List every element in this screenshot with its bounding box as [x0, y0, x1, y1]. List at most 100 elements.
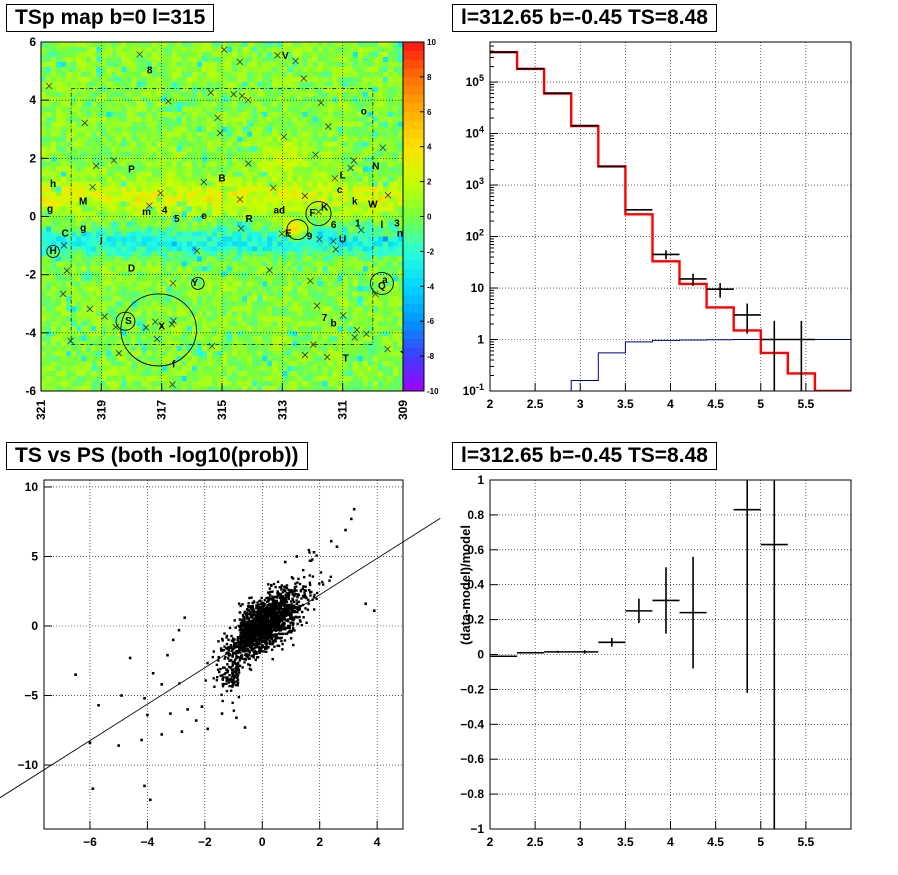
- heatmap-cell: [232, 86, 238, 93]
- heatmap-cell: [96, 131, 102, 138]
- heatmap-cell: [392, 106, 399, 113]
- heatmap-cell: [267, 306, 273, 312]
- heatmap-cell: [397, 196, 404, 202]
- heatmap-cell: [96, 316, 102, 322]
- heatmap-cell: [392, 111, 399, 118]
- heatmap-cell: [66, 131, 72, 138]
- heatmap-cell: [146, 126, 153, 133]
- heatmap-cell: [237, 286, 243, 292]
- heatmap-cell: [382, 196, 389, 202]
- heatmap-cell: [146, 161, 153, 168]
- heatmap-cell: [101, 176, 107, 182]
- heatmap-cell: [267, 156, 273, 163]
- heatmap-cell: [191, 361, 198, 367]
- heatmap-cell: [56, 236, 62, 242]
- heatmap-cell: [237, 321, 243, 327]
- heatmap-cell: [367, 316, 374, 322]
- heatmap-cell: [111, 71, 117, 78]
- heatmap-cell: [312, 96, 318, 103]
- heatmap-cell: [337, 161, 344, 168]
- heatmap-cell: [307, 66, 313, 73]
- heatmap-cell: [131, 226, 137, 232]
- heatmap-cell: [181, 141, 188, 148]
- heatmap-cell: [51, 211, 57, 217]
- heatmap-cell: [141, 76, 147, 83]
- heatmap-cell: [352, 231, 359, 237]
- heatmap-cell: [292, 301, 298, 307]
- heatmap-cell: [41, 106, 47, 113]
- heatmap-cell: [131, 251, 137, 257]
- heatmap-cell: [166, 141, 173, 148]
- heatmap-cell: [342, 42, 349, 48]
- heatmap-cell: [106, 336, 112, 342]
- heatmap-cell: [312, 276, 318, 282]
- heatmap-cell: [317, 196, 323, 202]
- heatmap-cell: [307, 156, 313, 163]
- heatmap-cell: [91, 111, 97, 118]
- heatmap-cell: [81, 336, 87, 342]
- heatmap-cell: [101, 281, 107, 287]
- heatmap-cell: [287, 366, 293, 372]
- heatmap-cell: [287, 171, 293, 178]
- heatmap-cell: [282, 166, 288, 173]
- heatmap-cell: [272, 146, 278, 153]
- heatmap-cell: [161, 51, 168, 58]
- heatmap-cell: [121, 341, 127, 347]
- heatmap-cell: [181, 186, 188, 192]
- heatmap-cell: [327, 46, 334, 53]
- heatmap-cell: [111, 276, 117, 282]
- heatmap-cell: [186, 46, 193, 53]
- heatmap-cell: [56, 276, 62, 282]
- heatmap-cell: [46, 256, 52, 262]
- heatmap-cell: [81, 306, 87, 312]
- heatmap-cell: [171, 316, 178, 322]
- heatmap-cell: [277, 246, 283, 252]
- heatmap-cell: [377, 236, 384, 242]
- heatmap-cell: [76, 76, 82, 83]
- heatmap-cell: [86, 361, 92, 367]
- heatmap-cell: [377, 231, 384, 237]
- heatmap-cell: [206, 101, 213, 108]
- heatmap-cell: [252, 366, 258, 372]
- heatmap-cell: [86, 261, 92, 267]
- heatmap-cell: [227, 351, 233, 357]
- heatmap-cell: [121, 291, 127, 297]
- heatmap-cell: [352, 116, 359, 123]
- heatmap-cell: [317, 121, 323, 128]
- heatmap-cell: [277, 241, 283, 247]
- heatmap-cell: [307, 236, 313, 242]
- heatmap-cell: [287, 146, 293, 153]
- heatmap-cell: [191, 291, 198, 297]
- heatmap-cell: [392, 376, 399, 382]
- heatmap-cell: [387, 51, 394, 58]
- heatmap-cell: [352, 246, 359, 252]
- heatmap-cell: [216, 51, 223, 58]
- heatmap-cell: [337, 246, 344, 252]
- heatmap-cell: [227, 341, 233, 347]
- heatmap-cell: [141, 386, 147, 392]
- heatmap-cell: [191, 161, 198, 168]
- heatmap-cell: [297, 291, 303, 297]
- heatmap-cell: [357, 246, 364, 252]
- heatmap-cell: [357, 101, 364, 108]
- heatmap-cell: [121, 136, 127, 143]
- heatmap-cell: [327, 226, 334, 232]
- heatmap-cell: [277, 116, 283, 123]
- heatmap-cell: [126, 301, 132, 307]
- heatmap-cell: [121, 276, 127, 282]
- heatmap-cell: [322, 141, 328, 148]
- heatmap-cell: [362, 336, 369, 342]
- heatmap-cell: [66, 226, 72, 232]
- heatmap-cell: [367, 346, 374, 352]
- heatmap-cell: [272, 106, 278, 113]
- heatmap-cell: [76, 101, 82, 108]
- heatmap-cell: [116, 161, 122, 168]
- heatmap-cell: [262, 186, 268, 192]
- heatmap-cell: [322, 191, 328, 197]
- heatmap-cell: [101, 261, 107, 267]
- heatmap-cell: [362, 111, 369, 118]
- heatmap-cell: [41, 211, 47, 217]
- heatmap-cell: [151, 81, 158, 88]
- heatmap-cell: [106, 91, 112, 98]
- heatmap-cell: [327, 321, 334, 327]
